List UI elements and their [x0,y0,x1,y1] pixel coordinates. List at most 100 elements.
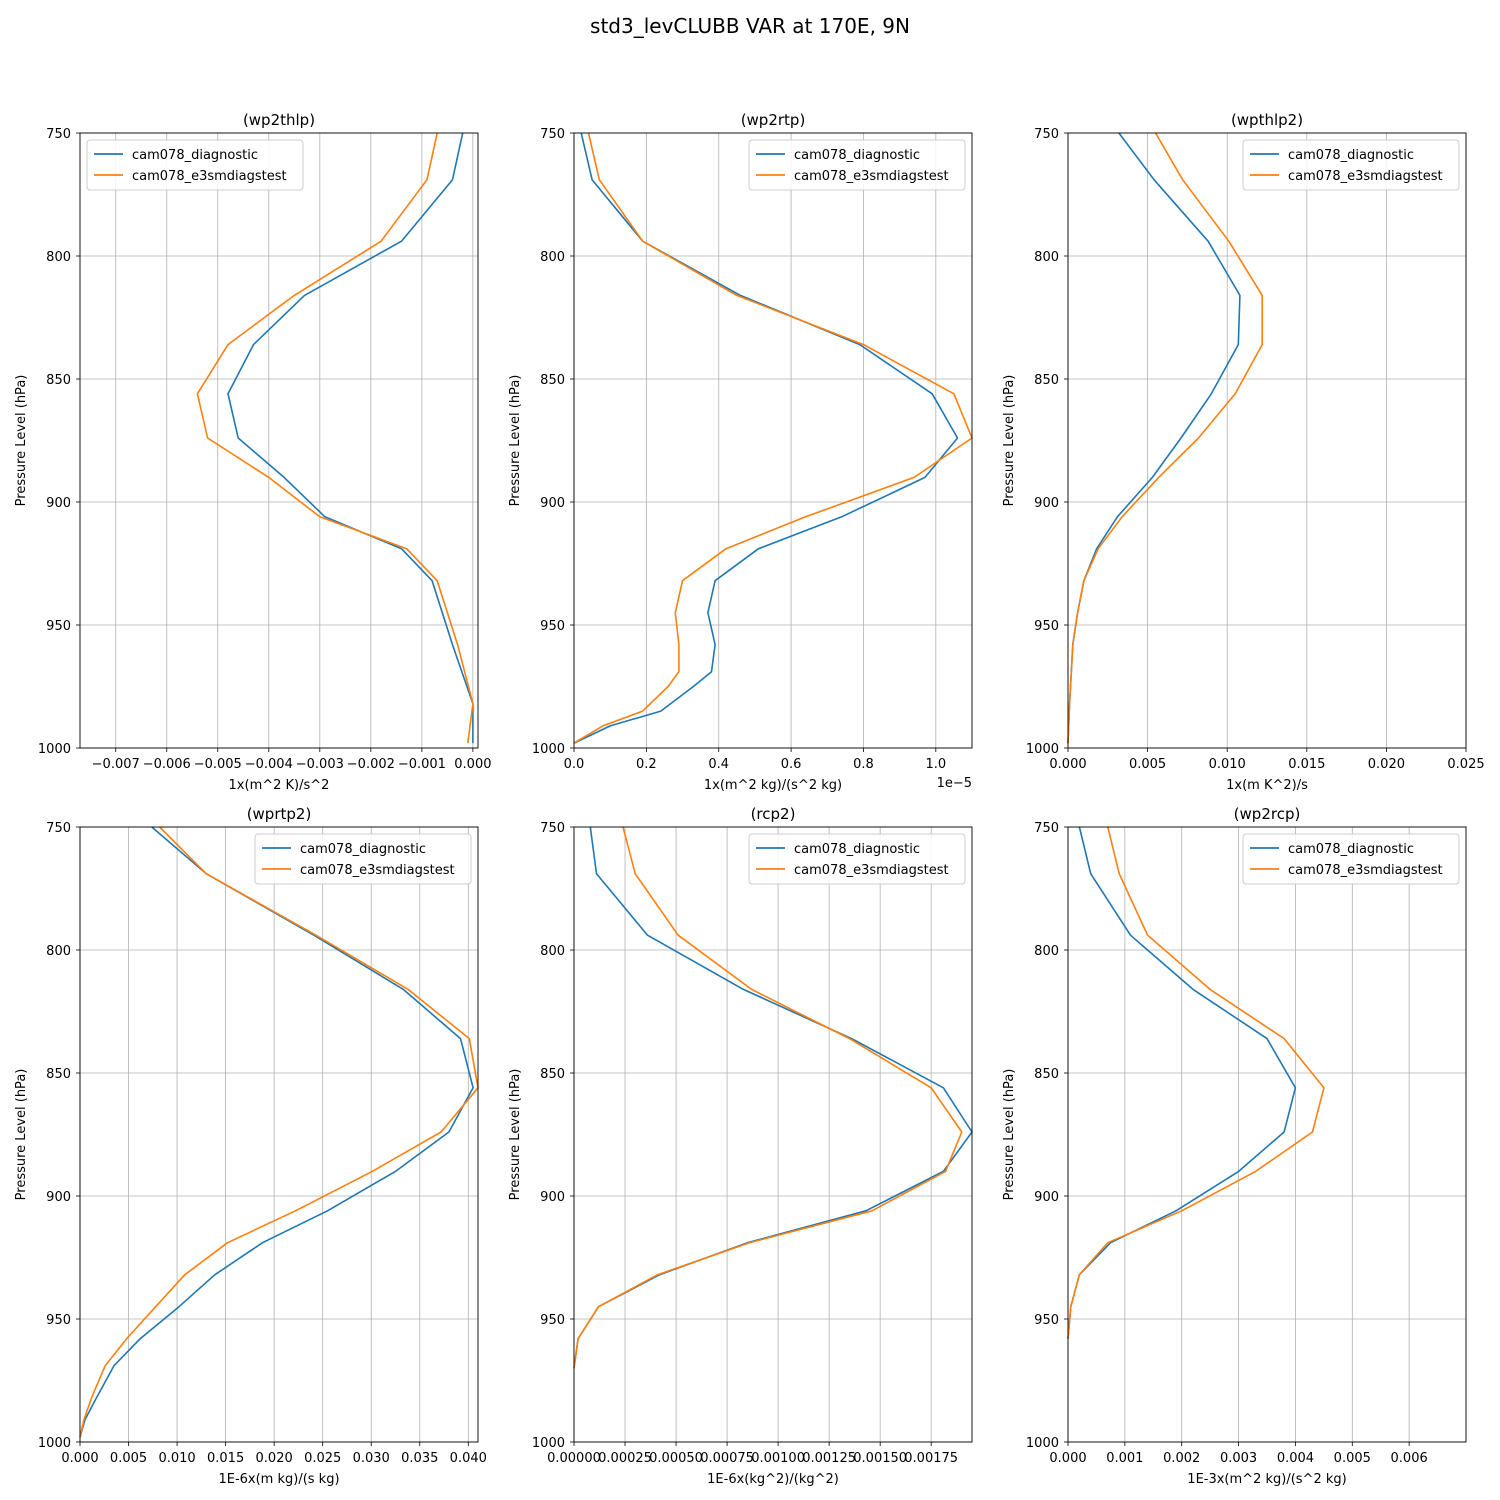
legend-box [1242,139,1460,191]
x-tick-label: 0.035 [401,1451,438,1466]
y-tick-label: 750 [1034,821,1059,836]
legend-label: cam078_diagnostic [794,148,920,163]
legend-label: cam078_diagnostic [794,842,920,857]
y-tick-label: 950 [1034,1313,1059,1328]
x-tick-label: 0.000 [1049,757,1086,772]
legend-label: cam078_e3smdiagstest [300,863,455,878]
legend-label: cam078_diagnostic [132,148,258,163]
series-line-cam078_e3smdiagstest [1067,826,1325,1339]
subplot-title: (wp2thlp) [243,111,315,129]
subplot-title: (rcp2) [751,805,796,823]
subplot-2: 0.0 0.2 0.4 0.6 0.8 1.0 750 800 850 900 950 1000 (wp… [508,111,973,793]
series-line-cam078_e3smdiagstest [573,132,973,744]
x-tick-label: 0.010 [158,1451,195,1466]
legend-box [748,139,966,191]
y-tick-label: 850 [1034,373,1059,388]
y-tick-label: 800 [1034,250,1059,265]
subplot-3: 0.000 0.005 0.010 0.015 0.020 0.025 750 800 850 9… [1002,111,1485,793]
x-tick-label: 0.000 [454,757,491,772]
plot-frame [1067,132,1467,749]
y-tick-label: 800 [1034,944,1059,959]
legend-label: cam078_e3smdiagstest [1288,169,1443,184]
figure-title: std3_levCLUBB VAR at 170E, 9N [590,14,910,38]
x-tick-label: −0.006 [143,757,191,772]
x-tick-label: 0.015 [207,1451,244,1466]
series-line-cam078_diagnostic [79,826,474,1438]
x-tick-label: 0.00025 [598,1451,652,1466]
x-tick-label: 0.030 [353,1451,390,1466]
x-scale-offset-label: 1e−5 [937,776,972,791]
y-tick-label: 800 [540,944,565,959]
y-axis-label: Pressure Level (hPa) [14,1069,29,1201]
x-tick-label: 0.020 [1368,757,1405,772]
x-tick-label: 0.00175 [904,1451,958,1466]
x-tick-label: 0.00150 [853,1451,907,1466]
plot-frame [79,826,479,1443]
x-tick-label: 0.8 [853,757,874,772]
subplot-title: (wprtp2) [247,805,312,823]
legend-label: cam078_diagnostic [1288,842,1414,857]
series-line-cam078_e3smdiagstest [79,826,479,1438]
plot-frame [573,132,973,749]
x-tick-label: 0.00075 [700,1451,754,1466]
subplot-title: (wp2rcp) [1234,805,1301,823]
subplot-4: 0.000 0.005 0.010 0.015 0.020 0.025 0.030 0.035… [14,805,487,1487]
y-tick-label: 850 [1034,1067,1059,1082]
subplot-6: 0.000 0.001 0.002 0.003 0.004 0.005 0.006 750 80… [1002,805,1467,1487]
x-tick-label: −0.002 [347,757,395,772]
y-tick-label: 950 [540,1313,565,1328]
y-axis-label: Pressure Level (hPa) [508,1069,523,1201]
x-tick-label: −0.001 [398,757,446,772]
y-tick-label: 1000 [532,1436,565,1451]
x-tick-label: −0.005 [194,757,242,772]
legend-box [748,833,966,885]
legend-label: cam078_e3smdiagstest [794,169,949,184]
x-tick-label: −0.004 [245,757,293,772]
y-tick-label: 950 [46,1313,71,1328]
y-tick-label: 1000 [1026,742,1059,757]
plot-frame [1067,826,1467,1443]
y-tick-label: 1000 [1026,1436,1059,1451]
y-tick-label: 800 [540,250,565,265]
y-tick-label: 900 [1034,496,1059,511]
x-tick-label: 0.00125 [802,1451,856,1466]
subplot-1: −0.007 −0.006 −0.005 −0.004 −0.003 −0.002 −0.0… [14,111,492,793]
y-tick-label: 950 [1034,619,1059,634]
y-tick-label: 800 [46,250,71,265]
legend: cam078_diagnostic cam078_e3smdiagstest [86,139,304,191]
x-tick-label: 0.004 [1277,1451,1314,1466]
legend: cam078_diagnostic cam078_e3smdiagstest [1242,139,1460,191]
y-tick-label: 900 [1034,1190,1059,1205]
y-tick-label: 900 [46,1190,71,1205]
x-tick-label: 0.003 [1220,1451,1257,1466]
legend-label: cam078_e3smdiagstest [1288,863,1443,878]
x-tick-label: 0.015 [1288,757,1325,772]
legend-box [1242,833,1460,885]
x-tick-label: 0.000 [61,1451,98,1466]
series-line-cam078_diagnostic [227,132,474,744]
plot-frame [79,132,479,749]
series-line-cam078_diagnostic [573,132,959,744]
x-tick-label: 0.4 [708,757,729,772]
subplot-title: (wpthlp2) [1231,111,1303,129]
y-tick-label: 850 [46,1067,71,1082]
y-tick-label: 900 [46,496,71,511]
series-line-cam078_e3smdiagstest [196,132,474,744]
x-tick-label: 0.000 [1049,1451,1086,1466]
y-tick-label: 1000 [532,742,565,757]
legend-box [254,833,472,885]
y-tick-label: 750 [540,821,565,836]
x-axis-label: 1x(m K^2)/s [1226,778,1308,793]
x-tick-label: 0.005 [1334,1451,1371,1466]
legend: cam078_diagnostic cam078_e3smdiagstest [748,139,966,191]
series-line-cam078_e3smdiagstest [573,826,963,1369]
subplot-title: (wp2rtp) [741,111,806,129]
x-tick-label: 0.6 [781,757,802,772]
y-axis-label: Pressure Level (hPa) [1002,1069,1017,1201]
x-tick-label: 0.025 [304,1451,341,1466]
x-tick-label: 0.00050 [649,1451,703,1466]
y-axis-label: Pressure Level (hPa) [1002,375,1017,507]
x-axis-label: 1E-3x(m^2 kg)/(s^2 kg) [1187,1472,1346,1487]
y-tick-label: 750 [46,127,71,142]
